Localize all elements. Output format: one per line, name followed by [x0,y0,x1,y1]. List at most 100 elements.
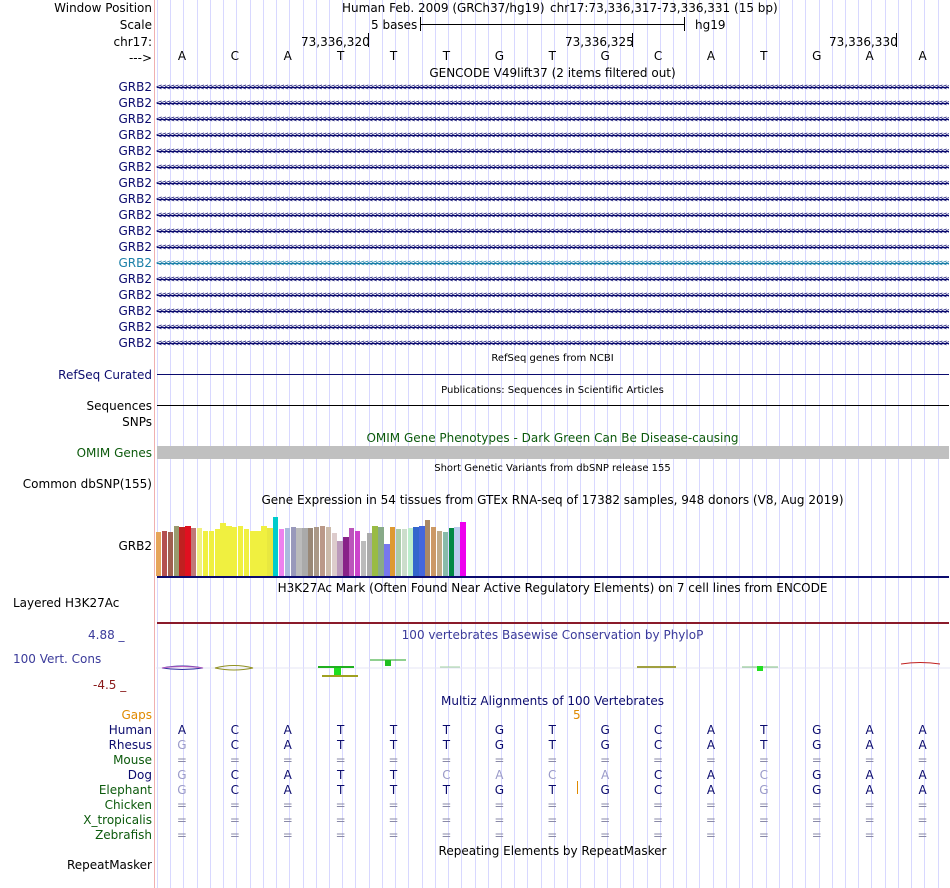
gencode-item-label[interactable]: GRB2 [118,272,152,286]
gencode-transcript-line[interactable] [157,167,949,168]
gtex-tissue-bar[interactable] [354,531,361,576]
gencode-transcript-line[interactable] [157,343,949,344]
gtex-tissue-bar[interactable] [460,522,466,576]
species-label[interactable]: Dog [127,768,152,782]
gtex-tissue-bar[interactable] [436,531,443,576]
gencode-transcript-line[interactable] [157,215,949,216]
gtex-tissue-bar[interactable] [349,528,355,576]
gtex-tissue-bar[interactable] [226,526,232,576]
phylop-track-label[interactable]: 100 Vert. Cons [13,652,102,666]
gtex-tissue-bar[interactable] [173,526,179,576]
publications-line[interactable] [157,405,949,406]
gencode-transcript-line[interactable] [157,279,949,280]
gtex-tissue-bar[interactable] [413,527,419,576]
gtex-tissue-bar[interactable] [407,528,413,576]
gtex-tissue-bar[interactable] [331,533,337,576]
gtex-tissue-bar[interactable] [454,527,460,576]
gencode-item-label[interactable]: GRB2 [118,224,152,238]
gencode-item-label[interactable]: GRB2 [118,208,152,222]
gencode-item-label[interactable]: GRB2 [118,128,152,142]
gencode-transcript-line[interactable] [157,327,949,328]
snps-track-label[interactable]: SNPs [122,415,152,429]
gencode-item-label[interactable]: GRB2 [118,256,152,270]
gtex-tissue-bar[interactable] [296,528,302,576]
gencode-item-label[interactable]: GRB2 [118,336,152,350]
gtex-tissue-bar[interactable] [191,528,197,576]
refseq-track-label[interactable]: RefSeq Curated [58,368,152,382]
gtex-tissue-bar[interactable] [343,537,349,576]
phylop-conservation-plot[interactable] [156,650,950,682]
gencode-item-label[interactable]: GRB2 [118,240,152,254]
gencode-item-label[interactable]: GRB2 [118,160,152,174]
gtex-tissue-bar[interactable] [185,526,191,576]
repeatmasker-track-label[interactable]: RepeatMasker [66,858,152,872]
dbsnp-track-label[interactable]: Common dbSNP(155) [22,477,152,491]
species-label[interactable]: Mouse [113,753,152,767]
gtex-tissue-bar[interactable] [308,528,314,576]
gtex-tissue-bar[interactable] [267,528,273,576]
gtex-tissue-bar[interactable] [384,544,390,576]
gtex-tissue-bar[interactable] [302,528,308,576]
gtex-tissue-bar[interactable] [196,528,203,576]
refseq-gene-line[interactable] [157,374,949,375]
species-label[interactable]: X_tropicalis [83,813,152,827]
gtex-gene-line[interactable] [157,576,949,578]
gtex-tissue-bar[interactable] [156,532,162,576]
gencode-item-label[interactable]: GRB2 [118,288,152,302]
gencode-item-label[interactable]: GRB2 [118,96,152,110]
gencode-item-label[interactable]: GRB2 [118,112,152,126]
gencode-transcript-line[interactable] [157,183,949,184]
gtex-tissue-bar[interactable] [284,528,291,576]
species-label[interactable]: Chicken [104,798,152,812]
gtex-tissue-bar[interactable] [202,531,209,576]
h3k27ac-track-label[interactable]: Layered H3K27Ac [13,596,120,610]
gencode-transcript-line[interactable] [157,231,949,232]
gtex-tissue-bar[interactable] [325,527,332,576]
gtex-tissue-bar[interactable] [220,523,226,576]
omim-gene-bar[interactable] [157,446,949,459]
gtex-tissue-bar[interactable] [261,526,267,576]
gencode-transcript-line[interactable] [157,135,949,136]
gtex-tissue-bar[interactable] [372,526,378,576]
gencode-transcript-line[interactable] [157,263,949,264]
gtex-tissue-bar[interactable] [366,533,372,576]
gtex-tissue-bar[interactable] [232,527,238,576]
gencode-item-label[interactable]: GRB2 [118,304,152,318]
gtex-tissue-bar[interactable] [319,526,326,576]
gtex-tissue-bar[interactable] [278,529,285,576]
h3k27ac-signal-line[interactable] [157,622,949,624]
gtex-tissue-bar[interactable] [179,527,185,576]
gtex-tissue-bar[interactable] [273,517,279,576]
gtex-tissue-bar[interactable] [430,527,437,576]
gtex-tissue-bar[interactable] [360,541,367,576]
gtex-tissue-bar[interactable] [214,529,220,576]
gtex-tissue-bar[interactable] [337,541,343,576]
gtex-tissue-bar[interactable] [419,526,425,576]
gtex-tissue-bar[interactable] [243,529,250,576]
gtex-tissue-bar[interactable] [448,528,454,576]
gencode-item-label[interactable]: GRB2 [118,192,152,206]
gtex-tissue-bar[interactable] [167,532,174,576]
gtex-tissue-bar[interactable] [442,532,449,576]
gtex-tissue-bar[interactable] [378,527,384,576]
gtex-tissue-bar[interactable] [395,529,402,576]
gtex-tissue-bar[interactable] [208,531,215,576]
publications-track-label[interactable]: Sequences [86,399,152,413]
gtex-tissue-bar[interactable] [313,527,320,576]
gtex-tissue-bar[interactable] [290,527,296,576]
gtex-tissue-bar[interactable] [390,527,396,576]
gtex-tissue-bar[interactable] [249,531,255,576]
gencode-transcript-line[interactable] [157,103,949,104]
gencode-transcript-line[interactable] [157,87,949,88]
species-label[interactable]: Zebrafish [95,828,152,842]
gencode-item-label[interactable]: GRB2 [118,320,152,334]
gencode-transcript-line[interactable] [157,151,949,152]
gtex-tissue-bar[interactable] [401,529,408,576]
species-label[interactable]: Rhesus [108,738,152,752]
gencode-transcript-line[interactable] [157,295,949,296]
gencode-item-label[interactable]: GRB2 [118,80,152,94]
gtex-tissue-bar[interactable] [237,526,244,576]
gencode-transcript-line[interactable] [157,119,949,120]
gencode-transcript-line[interactable] [157,247,949,248]
